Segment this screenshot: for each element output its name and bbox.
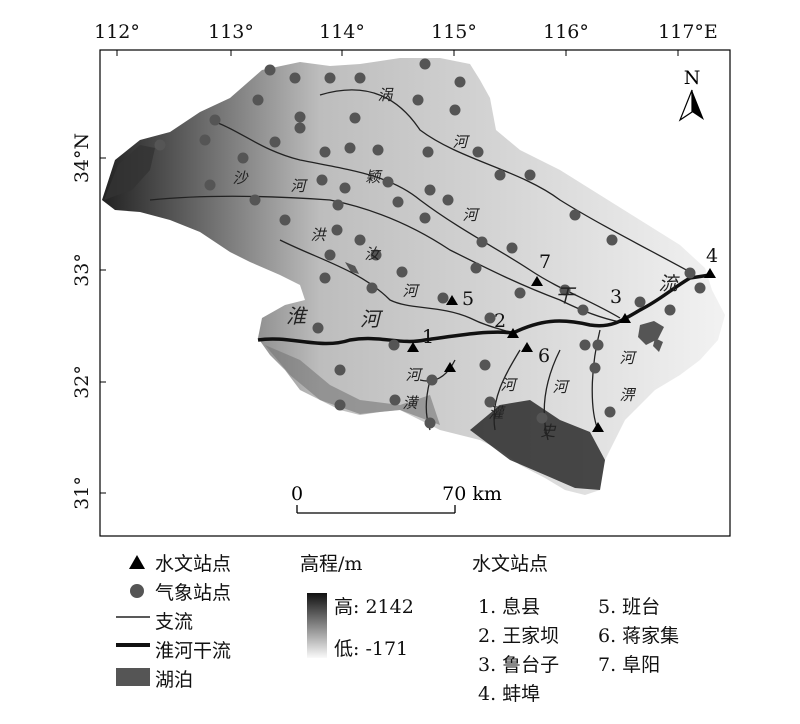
hydro-triangle-icon (129, 555, 145, 569)
legend-elevation-title: 高程/m (300, 553, 363, 575)
lon-label: 114° (319, 21, 365, 43)
basin-dem (102, 58, 725, 495)
map-frame (99, 49, 731, 537)
scale-end-label: 70 km (442, 483, 502, 505)
river-label: 洪 (310, 226, 327, 244)
south-mountains (470, 400, 605, 490)
legend-elevation-low: 低: -171 (334, 638, 409, 660)
lon-label: 115° (431, 21, 477, 43)
scale-bar (296, 505, 456, 514)
lon-label: 112° (94, 21, 140, 43)
lat-label: 31° (71, 476, 93, 510)
river-label: 灌 (488, 404, 506, 422)
station-name: 5. 班台 (598, 596, 661, 618)
lat-label: 32° (71, 365, 93, 399)
station-name: 6. 蒋家集 (598, 625, 680, 647)
legend-lake: 湖泊 (155, 669, 194, 691)
lake-patch-icon (116, 668, 150, 686)
elevation-ramp (307, 593, 327, 658)
station-name: 3. 鲁台子 (478, 654, 560, 676)
station-number: 3 (610, 286, 622, 308)
river-label: 潢 (402, 394, 419, 412)
river-label: 河 (290, 177, 308, 195)
river-label: 沙 (232, 169, 248, 187)
hydro-stations (407, 268, 716, 432)
legend-tributary: 支流 (155, 611, 194, 633)
legend-elevation-high: 高: 2142 (334, 596, 414, 618)
legend-mainstream: 淮河干流 (155, 640, 232, 662)
tributaries (149, 89, 691, 441)
legend-stations-title: 水文站点 (472, 553, 549, 575)
legend-met: 气象站点 (155, 582, 232, 604)
river-label: 河 (500, 376, 518, 394)
legend-hydro: 水文站点 (155, 553, 232, 575)
river-label: 河 (402, 282, 420, 300)
lon-label: 117°E (658, 21, 718, 43)
river-label: 干 (555, 285, 576, 307)
met-dot-icon (130, 584, 144, 598)
station-number: 7 (539, 251, 551, 273)
river-label: 史 (540, 422, 556, 440)
river-label: 淮 (286, 304, 309, 328)
river-label: 河 (452, 133, 470, 151)
station-name: 1. 息县 (478, 596, 541, 618)
west-mountains (104, 145, 155, 200)
tributary-line-icon (116, 616, 150, 618)
mainstream-line-icon (116, 643, 150, 647)
north-label: N (684, 67, 701, 89)
station-number: 2 (494, 310, 506, 332)
north-arrow-icon (678, 89, 704, 122)
river-label: 颖 (365, 168, 383, 186)
station-name: 7. 阜阳 (598, 654, 661, 676)
lat-label: 34°N (71, 133, 93, 183)
river-label: 河 (552, 378, 570, 396)
river-label: 河 (619, 349, 637, 367)
station-number: 5 (462, 288, 474, 310)
station-number: 4 (706, 245, 718, 267)
scale-start-label: 0 (291, 483, 303, 505)
station-name: 2. 王家坝 (478, 625, 560, 647)
river-label: 河 (462, 206, 480, 224)
station-number: 1 (422, 326, 434, 348)
lon-label: 116° (543, 21, 589, 43)
lon-label: 113° (208, 21, 254, 43)
met-stations (154, 58, 706, 429)
lat-label: 33° (71, 253, 93, 287)
lake (638, 321, 664, 345)
lake (653, 338, 663, 352)
river-label: 淠 (619, 386, 636, 404)
river-label: 涡 (377, 86, 394, 104)
station-name: 4. 蚌埠 (478, 683, 541, 705)
river-label: 流 (658, 273, 680, 295)
axis-ticks (100, 50, 679, 494)
station-number: 6 (538, 345, 550, 367)
river-label: 汝 (364, 245, 381, 263)
lake (345, 262, 359, 274)
river-label: 河 (405, 366, 423, 384)
huai-mainstream (257, 273, 711, 346)
